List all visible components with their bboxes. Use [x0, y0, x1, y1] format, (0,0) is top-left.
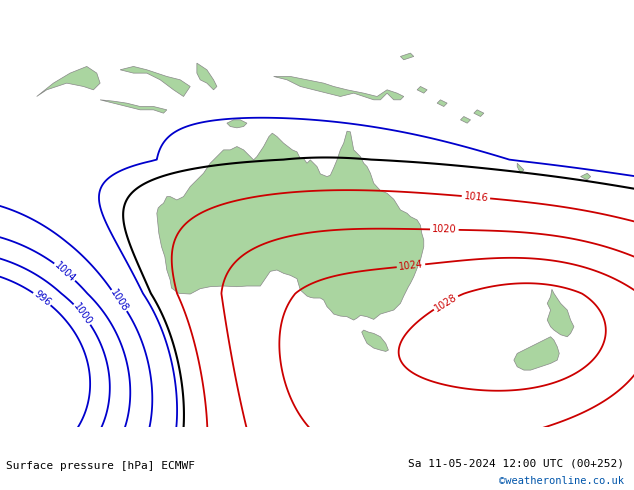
Polygon shape: [120, 67, 190, 97]
Polygon shape: [100, 100, 167, 113]
Text: 1020: 1020: [432, 224, 456, 235]
Text: 1028: 1028: [432, 292, 459, 313]
Text: Surface pressure [hPa] ECMWF: Surface pressure [hPa] ECMWF: [6, 461, 195, 470]
Polygon shape: [517, 163, 524, 173]
Polygon shape: [437, 100, 447, 106]
Polygon shape: [227, 120, 247, 128]
Text: 1008: 1008: [108, 287, 131, 314]
Polygon shape: [474, 110, 484, 117]
Text: Sa 11-05-2024 12:00 UTC (00+252): Sa 11-05-2024 12:00 UTC (00+252): [408, 459, 624, 469]
Polygon shape: [547, 290, 574, 337]
Polygon shape: [157, 131, 424, 320]
Polygon shape: [401, 53, 414, 60]
Polygon shape: [37, 67, 100, 97]
Polygon shape: [274, 76, 404, 100]
Polygon shape: [581, 173, 591, 180]
Text: 1016: 1016: [463, 191, 489, 203]
Text: 996: 996: [32, 289, 53, 308]
Text: ©weatheronline.co.uk: ©weatheronline.co.uk: [500, 476, 624, 486]
Polygon shape: [197, 63, 217, 90]
Polygon shape: [514, 337, 559, 370]
Text: 1004: 1004: [53, 260, 77, 284]
Polygon shape: [362, 330, 389, 351]
Polygon shape: [417, 86, 427, 93]
Polygon shape: [460, 117, 470, 123]
Text: 1000: 1000: [71, 301, 94, 327]
Text: 1024: 1024: [398, 259, 424, 272]
